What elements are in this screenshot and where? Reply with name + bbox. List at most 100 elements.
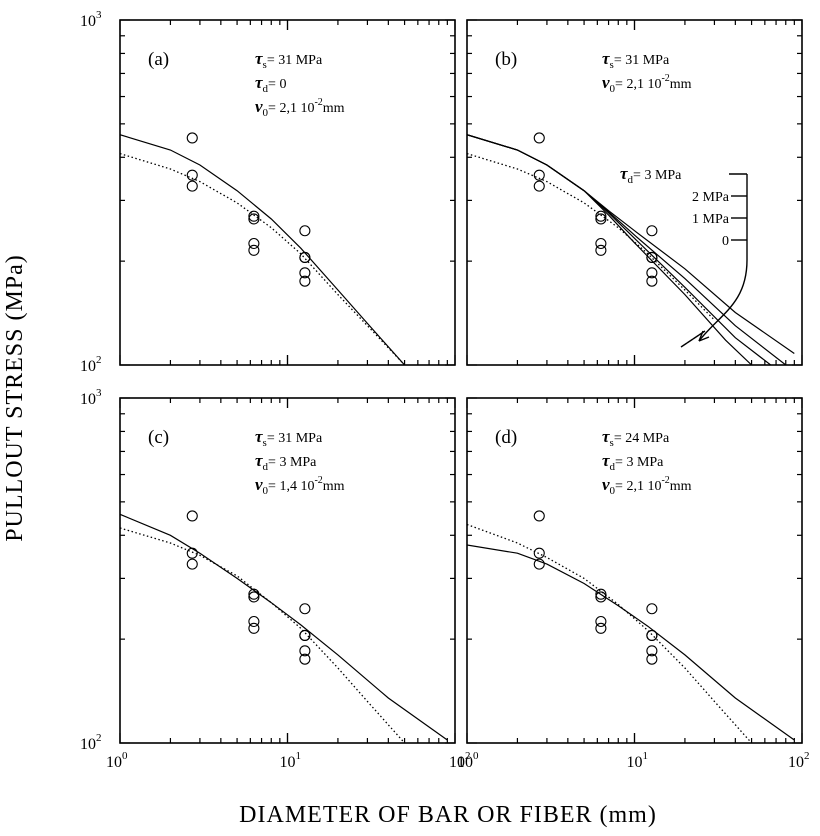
- data-point: [533, 132, 545, 144]
- y-tick-label: 103: [80, 387, 102, 408]
- plot-frame: [466, 19, 803, 366]
- ladder-label: τd= 3 MPa: [620, 164, 682, 186]
- data-point: [299, 275, 311, 287]
- x-tick-label: 102: [449, 750, 471, 771]
- y-tick-label: 102: [80, 354, 102, 375]
- parameter-label: τs= 31 MPa: [255, 49, 323, 71]
- data-point: [533, 169, 545, 181]
- data-point: [248, 237, 260, 250]
- data-point: [533, 547, 545, 559]
- parameter-label: v0= 2,1 10-2mm: [602, 73, 692, 95]
- arrow-tip: [692, 334, 700, 340]
- data-point: [186, 132, 198, 144]
- data-point: [299, 629, 311, 641]
- dotted-curve: [120, 152, 406, 365]
- data-point: [248, 244, 260, 256]
- data-point: [186, 169, 198, 181]
- data-point: [646, 267, 658, 279]
- panel-label: (b): [495, 49, 517, 70]
- data-point: [248, 622, 260, 634]
- parameter-label: τd= 0: [255, 73, 286, 95]
- panel-label: (a): [148, 49, 169, 70]
- data-point: [299, 653, 311, 665]
- data-point: [248, 588, 260, 600]
- panel-label: (d): [495, 427, 517, 448]
- panel-label: (c): [148, 427, 169, 448]
- plot-frame: [466, 397, 803, 744]
- parameter-label: τd= 3 MPa: [255, 451, 317, 473]
- parameter-label: τd= 3 MPa: [602, 451, 664, 473]
- data-point: [595, 588, 607, 600]
- arrow-tip: [698, 330, 706, 336]
- dotted-curve: [467, 152, 715, 321]
- ladder-label: 2 MPa: [692, 190, 730, 205]
- ladder-label: 0: [722, 234, 729, 249]
- data-point: [299, 225, 311, 237]
- parameter-label: v0= 2,1 10-2mm: [602, 475, 692, 497]
- y-tick-label: 103: [80, 9, 102, 30]
- solid-curve: [120, 513, 448, 741]
- data-point: [248, 213, 260, 225]
- x-tick-label: 101: [627, 750, 649, 771]
- curve-0: [467, 134, 753, 365]
- arrow-tip: [680, 342, 688, 348]
- data-point: [186, 558, 198, 570]
- data-point: [533, 510, 545, 522]
- parameter-label: τs= 31 MPa: [255, 427, 323, 449]
- ladder-label: 1 MPa: [692, 212, 730, 227]
- data-point: [248, 210, 260, 222]
- plot-frame: [119, 397, 456, 744]
- data-point: [595, 210, 607, 222]
- data-point: [646, 251, 658, 263]
- data-point: [595, 591, 607, 603]
- plot-frame: [119, 19, 456, 366]
- solid-curve: [467, 544, 795, 741]
- x-tick-label: 100: [457, 750, 479, 771]
- data-point: [646, 653, 658, 665]
- data-point: [186, 510, 198, 522]
- parameter-label: v0= 1,4 10-2mm: [255, 475, 345, 497]
- parameter-label: τs= 24 MPa: [602, 427, 670, 449]
- x-tick-label: 101: [280, 750, 302, 771]
- data-point: [595, 615, 607, 628]
- data-point: [646, 645, 658, 657]
- data-point: [646, 225, 658, 237]
- data-point: [595, 622, 607, 634]
- data-point: [595, 213, 607, 225]
- parameter-label: v0= 2,1 10-2mm: [255, 97, 345, 119]
- x-axis-label: DIAMETER OF BAR OR FIBER (mm): [239, 802, 657, 828]
- y-tick-label: 102: [80, 732, 102, 753]
- solid-curve: [120, 134, 406, 365]
- data-point: [299, 645, 311, 657]
- data-point: [186, 547, 198, 559]
- data-point: [248, 615, 260, 628]
- dotted-curve: [120, 527, 406, 743]
- data-point: [533, 558, 545, 570]
- x-tick-label: 102: [788, 750, 810, 771]
- dotted-curve: [467, 523, 753, 743]
- data-point: [646, 275, 658, 287]
- data-point: [533, 180, 545, 192]
- data-point: [299, 251, 311, 263]
- data-point: [248, 591, 260, 603]
- curve-1-mpa: [467, 134, 772, 365]
- arrow-tip: [686, 338, 694, 344]
- data-point: [646, 629, 658, 641]
- curve-3-mpa: [467, 134, 795, 354]
- parameter-label: τs= 31 MPa: [602, 49, 670, 71]
- x-tick-label: 100: [106, 750, 128, 771]
- data-point: [595, 244, 607, 256]
- data-point: [299, 267, 311, 279]
- ladder-arrow: [698, 174, 748, 342]
- data-point: [646, 603, 658, 615]
- tau-d-ladder: τd= 3 MPa 2 MPa 1 MPa 0: [620, 164, 748, 348]
- data-point: [186, 180, 198, 192]
- y-axis-label: PULLOUT STRESS (MPa): [2, 254, 28, 542]
- data-point: [299, 603, 311, 615]
